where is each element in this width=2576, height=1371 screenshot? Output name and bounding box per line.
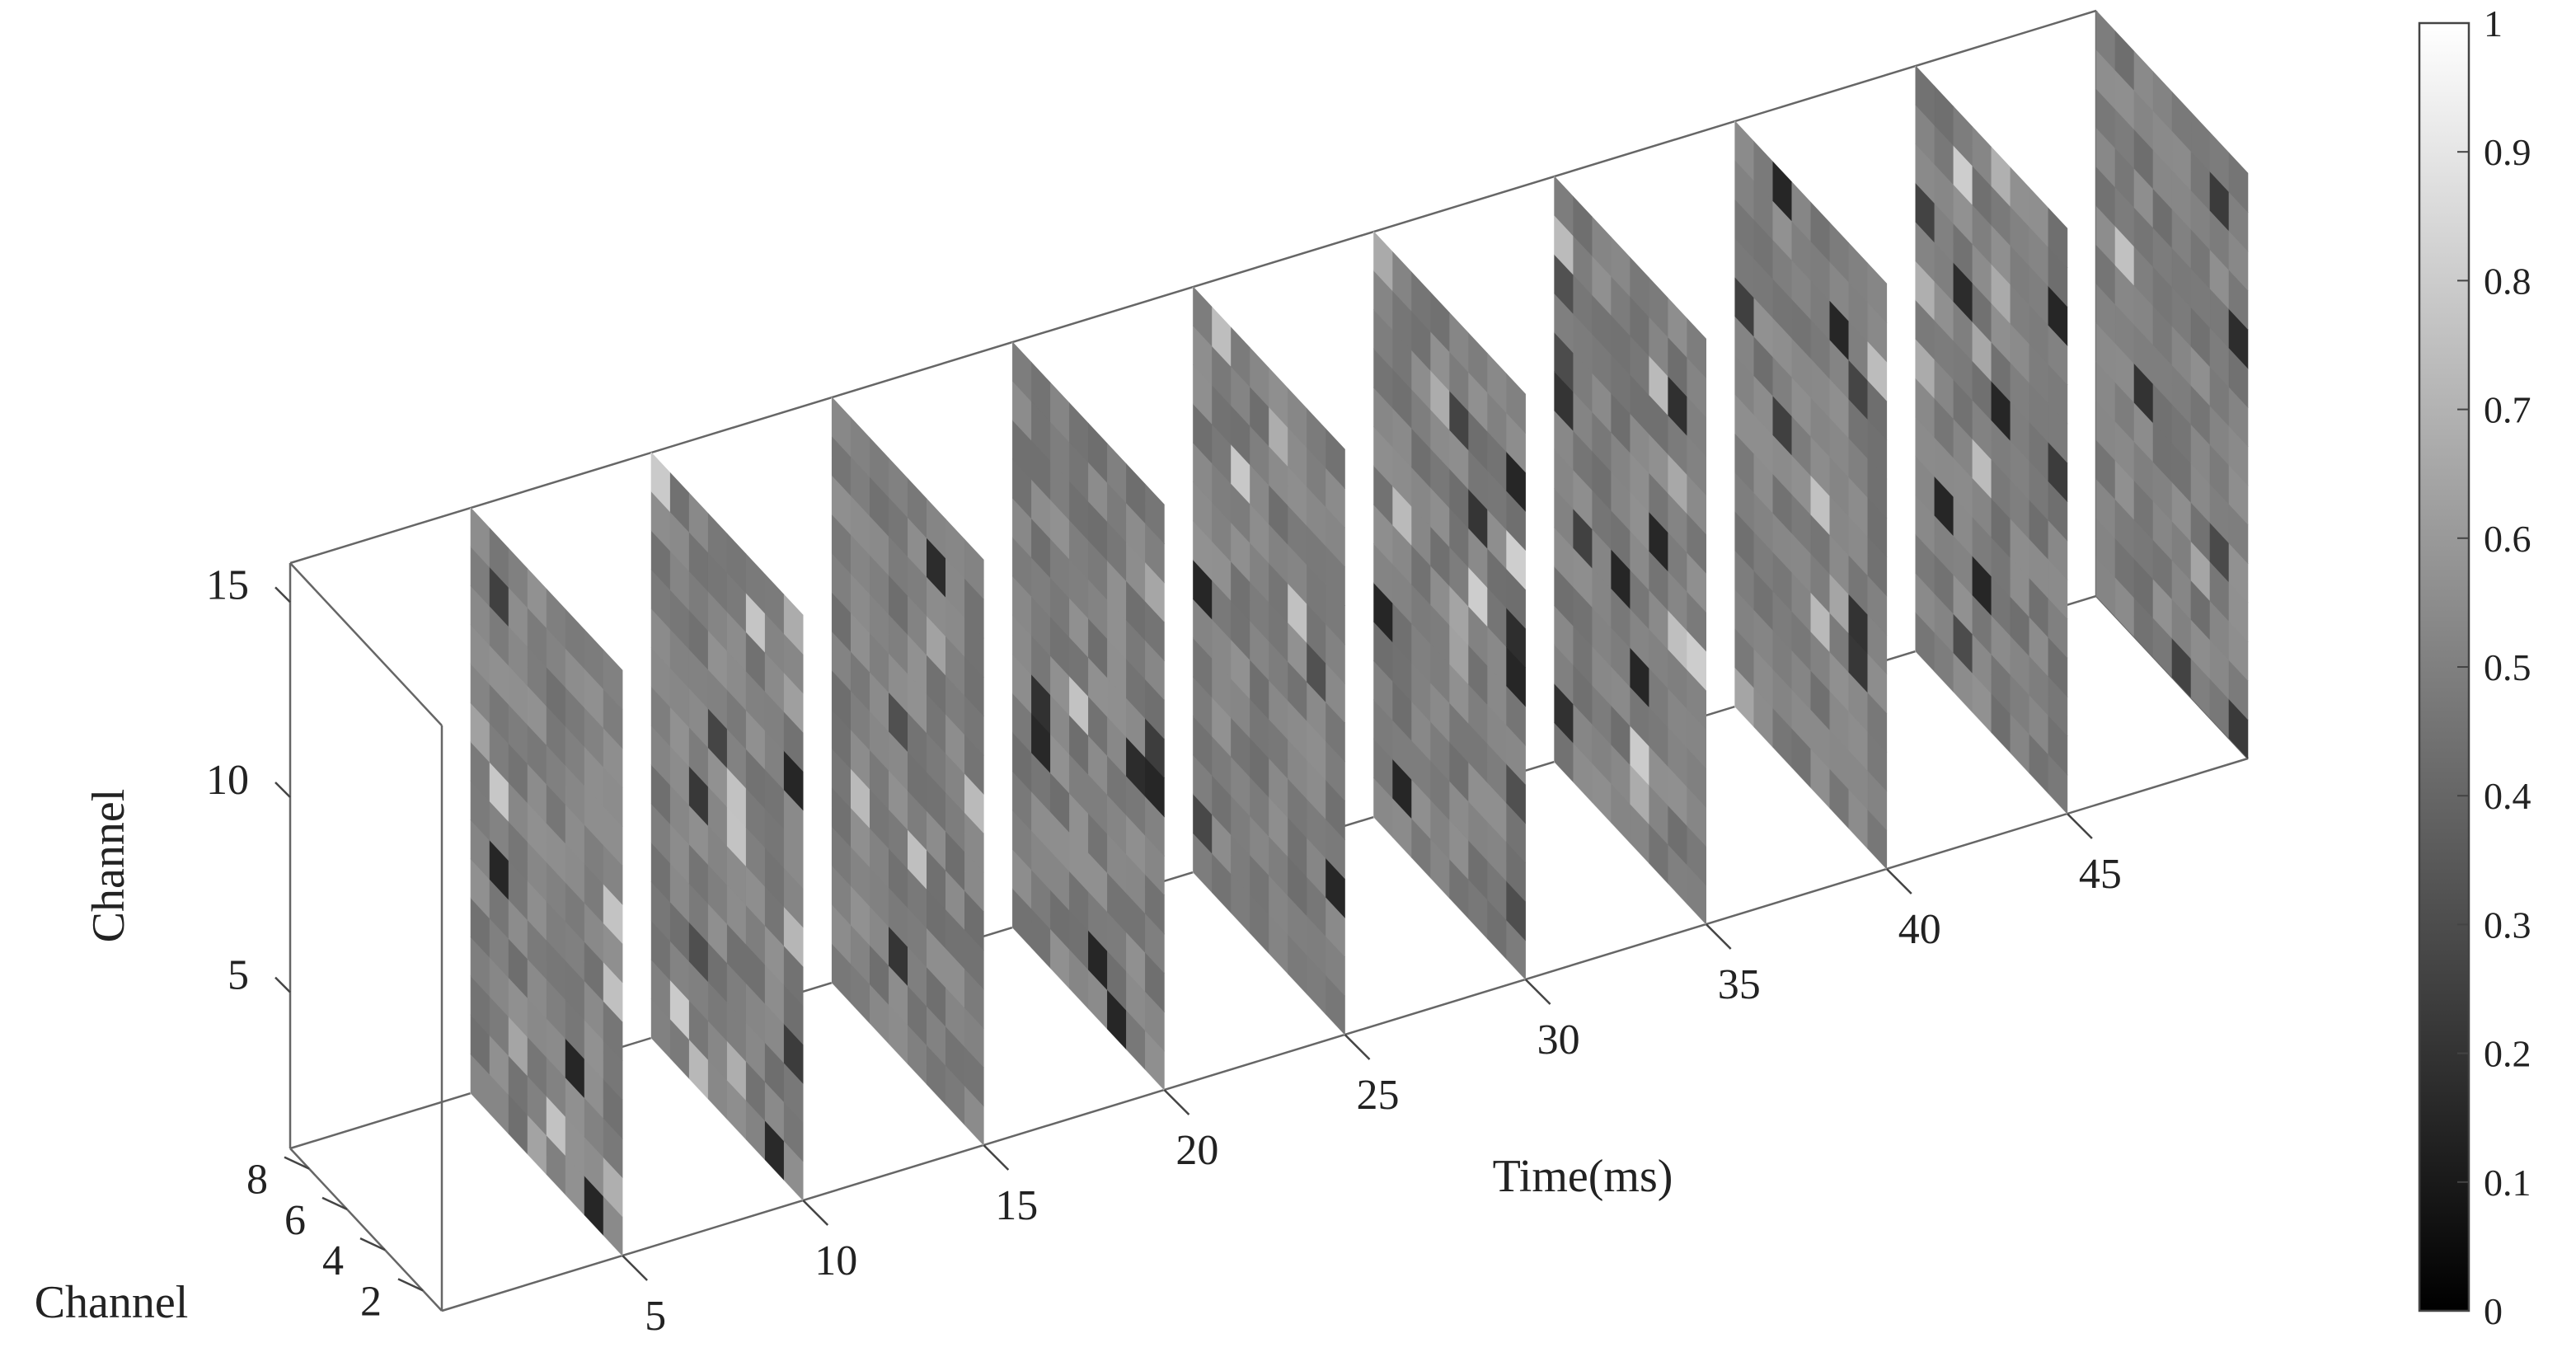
heatmap-cell	[2228, 152, 2249, 214]
slice-t10	[650, 452, 804, 1201]
heatmap-slices	[470, 10, 2249, 1256]
heatmap-cell	[1867, 262, 1888, 324]
slice-t50	[2095, 10, 2249, 759]
x-tick-mark	[1524, 979, 1551, 1005]
heatmap-cell	[1506, 373, 1526, 434]
heatmap-cell	[783, 594, 804, 655]
axis-labels: Time(ms) Channel Channel	[35, 789, 1673, 1328]
colorbar-tick-label: 0	[2484, 1290, 2503, 1332]
x-tick-mark	[1344, 1034, 1371, 1060]
colorbar-tick-label: 1	[2484, 2, 2503, 45]
x-tick-mark	[622, 1255, 648, 1281]
slice-t45	[1915, 65, 2068, 815]
z-tick-mark	[274, 976, 291, 993]
y-tick-mark	[284, 1156, 310, 1170]
axes-box-edge	[289, 1148, 443, 1312]
x-tick-label: 40	[1898, 906, 1941, 953]
x-tick-label: 20	[1175, 1127, 1218, 1174]
x-tick-label: 10	[814, 1237, 857, 1284]
y-tick-mark	[321, 1196, 348, 1211]
slice-t25	[1193, 286, 1345, 1035]
y-tick-label: 4	[322, 1237, 344, 1284]
x-tick-label: 45	[2079, 851, 2122, 898]
axes-box-edge	[289, 562, 443, 726]
y-tick-mark	[359, 1237, 386, 1251]
slice-t35	[1554, 176, 1706, 925]
colorbar-tick-label: 0.9	[2484, 131, 2531, 173]
slice-t15	[831, 397, 984, 1146]
x-tick-mark	[1163, 1089, 1190, 1115]
heatmap-cell	[603, 649, 623, 711]
x-axis-title: Time(ms)	[1493, 1151, 1673, 1202]
colorbar-tick-label: 0.6	[2484, 518, 2531, 560]
z-tick-mark	[274, 782, 291, 798]
heatmap-cell	[2048, 207, 2068, 269]
x-tick-mark	[2067, 813, 2093, 839]
y-tick-label: 2	[360, 1278, 382, 1325]
slice-t20	[1012, 341, 1165, 1091]
x-tick-mark	[1705, 923, 1732, 950]
slice-t40	[1734, 120, 1888, 870]
heatmap-cell	[1145, 483, 1165, 545]
x-tick-label: 30	[1537, 1017, 1580, 1063]
y-tick-label: 8	[246, 1157, 268, 1204]
x-tick-mark	[983, 1144, 1010, 1171]
x-tick-label: 5	[645, 1293, 666, 1340]
z-tick-label: 10	[206, 757, 249, 804]
slice-t5	[470, 507, 623, 1256]
colorbar-tick-label: 0.2	[2484, 1033, 2531, 1075]
heatmap-cell	[1687, 317, 1706, 379]
y-tick-label: 6	[284, 1197, 306, 1244]
colorbar-tick-label: 0.1	[2484, 1162, 2531, 1204]
x-tick-mark	[1885, 868, 1912, 894]
colorbar: 0 0.1 0.2 0.3 0.4 0.5 0.6 0.7 0.8 0.9 1	[2418, 2, 2531, 1332]
y-axis-title: Channel	[35, 1277, 189, 1328]
z-tick-mark	[274, 586, 291, 603]
colorbar-tick-label: 0.5	[2484, 646, 2531, 688]
x-tick-label: 15	[995, 1182, 1038, 1229]
heatmap-cell	[964, 538, 984, 600]
colorbar-tick-label: 0.8	[2484, 260, 2531, 302]
x-tick-label: 35	[1718, 961, 1761, 1008]
x-tick-mark	[802, 1200, 829, 1226]
colorbar-tick-label: 0.7	[2484, 389, 2531, 431]
x-tick-label: 25	[1357, 1072, 1400, 1119]
colorbar-tick-label: 0.4	[2484, 775, 2531, 817]
y-tick-mark	[397, 1278, 424, 1292]
colorbar-tick-label: 0.3	[2484, 904, 2531, 946]
heatmap-cell	[1326, 428, 1345, 490]
z-axis-title: Channel	[83, 789, 134, 943]
z-tick-label: 5	[228, 952, 249, 999]
z-tick-label: 15	[206, 561, 249, 608]
slice-t30	[1373, 231, 1526, 980]
